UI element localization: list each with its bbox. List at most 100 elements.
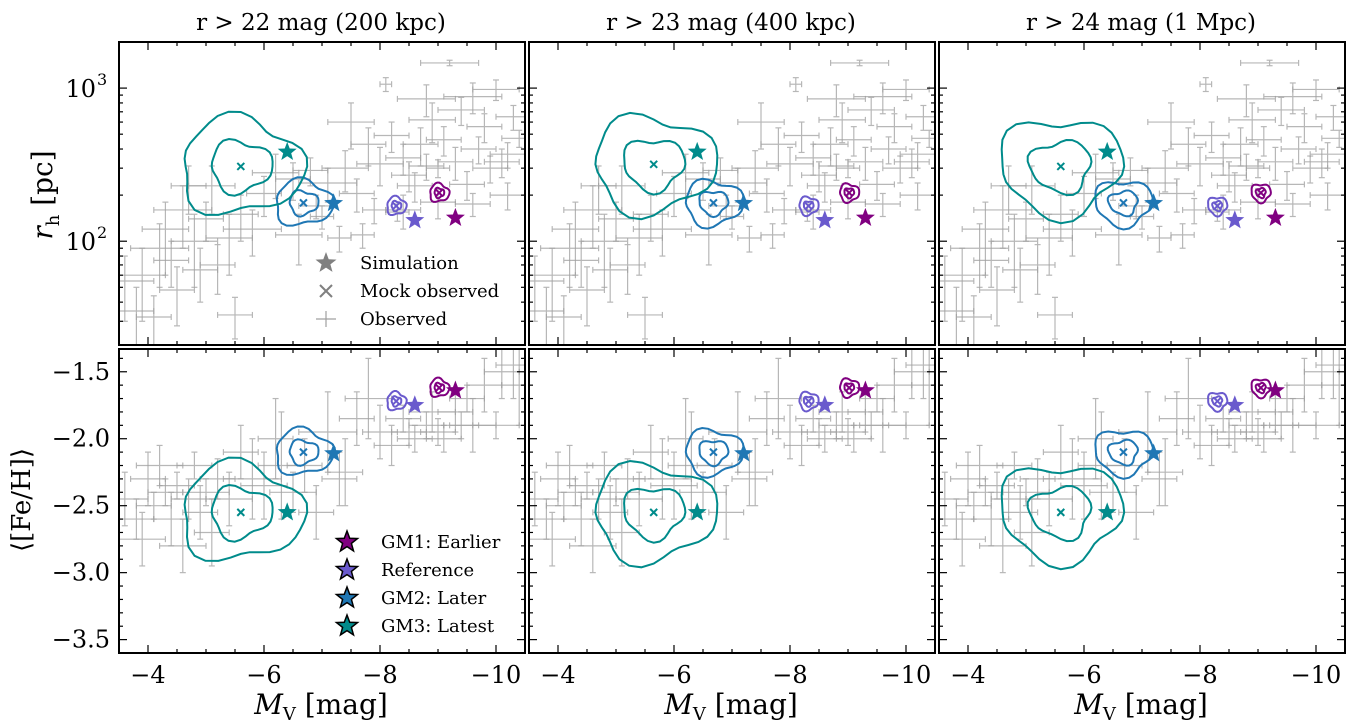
sim-star-gm1 [445,380,465,399]
y-tick-exponent: 2 [97,223,107,242]
observed-point [1309,182,1345,211]
panel-frame [938,348,1346,654]
observed-point [408,102,456,144]
x-tick-label: −6 [246,661,281,689]
panel-plot-area [119,59,525,345]
panel-frame [528,348,936,654]
observed-point [425,159,451,179]
observed-point [188,201,224,242]
observed-point [806,84,867,118]
panels: 10 210 3−4 −6 −8 −10−1.5−2.0−2.5−3.0−3.5−4 −6−… [52,41,1346,689]
observed-point [1170,127,1207,167]
contour-inner-gm2 [288,188,320,218]
observed-point [1315,349,1345,400]
observed-point [771,197,797,225]
mock-x-stroke [236,508,246,517]
svg-text:MV [mag]: MV [mag] [663,688,798,725]
mock-x-stroke [844,188,854,198]
contour-inner-gm1 [433,381,446,395]
legend-bottom-markers [334,528,360,637]
observed-point [396,172,433,203]
observed-point [1222,127,1259,167]
mock-marker-gm2 [1119,198,1128,208]
panel-r2-c2: −4 −6 −8 −10 [528,348,936,689]
sim-star-reference [405,210,425,229]
mock-marker-gm3 [649,508,658,517]
observed-point [159,266,195,327]
sim-star-gm3 [1097,141,1117,160]
observed-point [545,295,582,345]
sim-star-gm1 [445,207,465,226]
panel-r2-c3: −4 −6 −8 −10 [938,348,1346,689]
svg-text:MV [mag]: MV [mag] [1073,688,1208,725]
mock-marker-gm1 [1256,188,1266,198]
legend-mock-x-icon [319,284,333,298]
observed-point [551,201,600,276]
observed-point [298,167,358,203]
observed-point [170,213,219,288]
panel-r2-c1: −4 −6 −8 −10 −1.5 −2.0 −2.5 −3.0 −3.5 [52,348,526,689]
observed-point [1228,102,1277,144]
mock-x-stroke [1056,508,1066,517]
observed-point [321,150,369,193]
panel-plot-area [529,349,935,574]
x-tick-label: −8 [362,661,397,689]
observed-point [159,518,207,574]
x-tick-label: −6 [656,661,691,689]
observed-point [529,511,577,567]
contour-outer-gm1 [838,182,861,205]
observed-point [632,438,693,520]
legend-star-icon [315,252,337,272]
x-label-unit: [mag] [296,688,388,721]
panel-plot-area [939,349,1345,574]
observed-point [539,223,600,288]
observed-point [130,223,190,288]
contour-inner-gm2 [698,190,730,219]
column-title-1: r > 22 mag (200 kpc) [196,10,446,36]
contour-outer-gm1 [429,376,451,398]
observed-point [466,113,503,144]
observed-point [472,79,520,102]
observed-point [420,418,456,447]
observed-point [1147,225,1172,253]
sim-star-reference [815,395,835,414]
observed-point [1042,438,1103,520]
observed-point [806,172,843,203]
contour-outer-gm2 [684,177,745,230]
contour-inner-gm1 [433,186,446,200]
y-tick-label: −2.5 [52,492,110,520]
mock-x-stroke [1256,188,1266,198]
mock-marker-gm1 [844,383,854,393]
observed-point [1286,113,1323,144]
observed-point [899,182,935,211]
observed-point [939,471,969,527]
panel-plot-area [529,59,935,345]
contour-inner-gm3 [210,483,274,543]
legend-star-reference-icon [334,556,360,581]
sim-star-gm3 [277,502,297,521]
observed-point [1089,471,1137,513]
contour-outer-gm1 [429,181,451,203]
observed-point [545,444,594,487]
observed-point [379,77,393,93]
observed-point [580,213,629,288]
y-axis-label-bottom: ⟨[Fe/H]⟩ [7,448,37,552]
observed-point [592,247,629,303]
observed-point [362,404,398,460]
observed-point [783,121,820,154]
observed-point [789,77,803,93]
x-label-main: M [253,688,284,721]
contour-inner-gm2 [698,440,730,468]
mock-marker-gm3 [236,162,246,171]
contour-inner-gm1 [1254,381,1267,395]
observed-point [222,209,282,257]
observed-point [327,102,375,150]
contour-inner-gm3 [623,487,687,544]
panel-plot-area [939,59,1345,345]
observed-point [835,126,872,157]
x-label-sub: V [1102,704,1117,725]
legend-bottom: GM1: Earlier Reference GM2: Later GM3: L… [381,532,501,637]
observed-point [1147,102,1195,150]
mock-marker-gm1 [434,188,444,198]
